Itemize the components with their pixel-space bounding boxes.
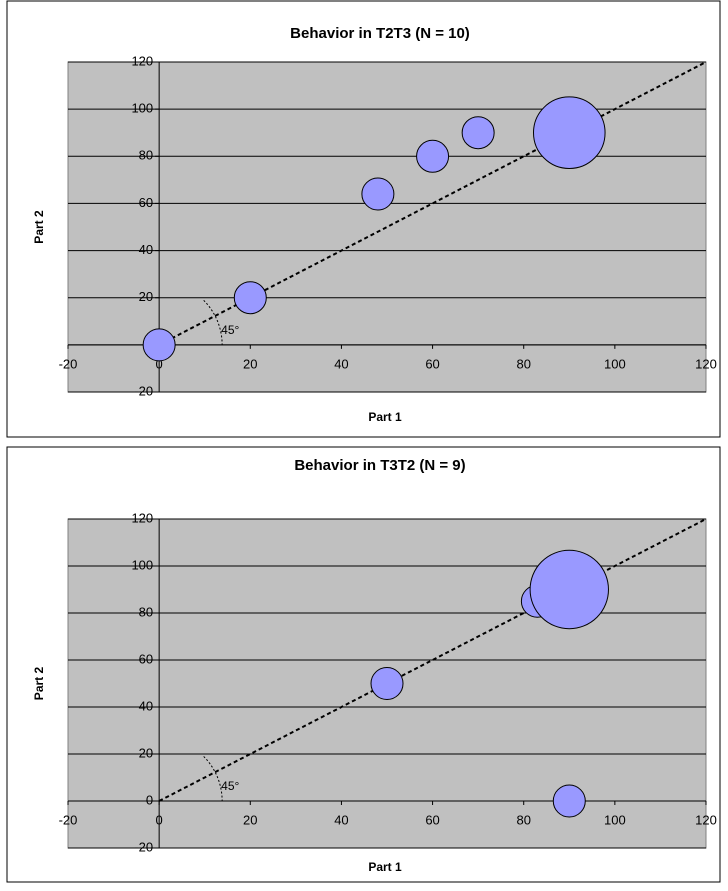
x-tick-label: 60 xyxy=(425,812,439,827)
angle-arc xyxy=(203,756,223,802)
bubble xyxy=(370,667,404,700)
y-tick-label: 0 xyxy=(146,792,153,807)
y-tick-label: 80 xyxy=(139,604,153,619)
y-tick-label: -20 xyxy=(134,383,153,398)
x-tick-label: 100 xyxy=(604,812,626,827)
angle-arc xyxy=(203,299,223,345)
bubble xyxy=(461,116,495,150)
x-axis-title: Part 1 xyxy=(368,410,402,424)
x-tick-label: 20 xyxy=(243,812,257,827)
chart-title: Behavior in T3T2 (N = 9) xyxy=(294,457,465,474)
y-tick-label: 100 xyxy=(131,557,153,572)
y-tick-label: 20 xyxy=(139,745,153,760)
reference-line xyxy=(158,518,707,802)
x-tick-label: -20 xyxy=(59,356,78,371)
x-tick-label: 80 xyxy=(516,812,530,827)
x-tick-label: 120 xyxy=(695,356,717,371)
bubble xyxy=(552,784,586,818)
y-tick-label: 120 xyxy=(131,53,153,68)
x-tick-label: 80 xyxy=(516,356,530,371)
bubble xyxy=(416,139,450,173)
x-tick-label: 100 xyxy=(604,356,626,371)
bubble xyxy=(142,328,176,362)
chart-title: Behavior in T2T3 (N = 10) xyxy=(290,25,470,42)
y-tick-label: 120 xyxy=(131,510,153,525)
x-tick-label: 40 xyxy=(334,356,348,371)
y-tick-label: 80 xyxy=(139,148,153,163)
y-tick-label: 60 xyxy=(139,651,153,666)
x-tick-label: 60 xyxy=(425,356,439,371)
y-tick-label: 60 xyxy=(139,195,153,210)
bubble xyxy=(529,549,609,630)
x-tick-label: 120 xyxy=(695,812,717,827)
y-axis-title: Part 2 xyxy=(32,667,46,701)
y-tick-label: -20 xyxy=(134,839,153,854)
annotation: 45° xyxy=(221,779,239,793)
bubble xyxy=(233,281,267,315)
x-tick-label: -20 xyxy=(59,812,78,827)
x-axis-title: Part 1 xyxy=(368,860,402,874)
y-tick-label: 100 xyxy=(131,101,153,116)
bubble xyxy=(361,177,395,211)
y-tick-label: 40 xyxy=(139,242,153,257)
x-tick-label: 40 xyxy=(334,812,348,827)
y-tick-label: 40 xyxy=(139,698,153,713)
reference-line xyxy=(158,61,707,346)
x-tick-label: 20 xyxy=(243,356,257,371)
y-axis-title: Part 2 xyxy=(32,210,46,244)
annotation: 45° xyxy=(221,323,239,337)
y-tick-label: 20 xyxy=(139,289,153,304)
bubble xyxy=(533,96,606,169)
